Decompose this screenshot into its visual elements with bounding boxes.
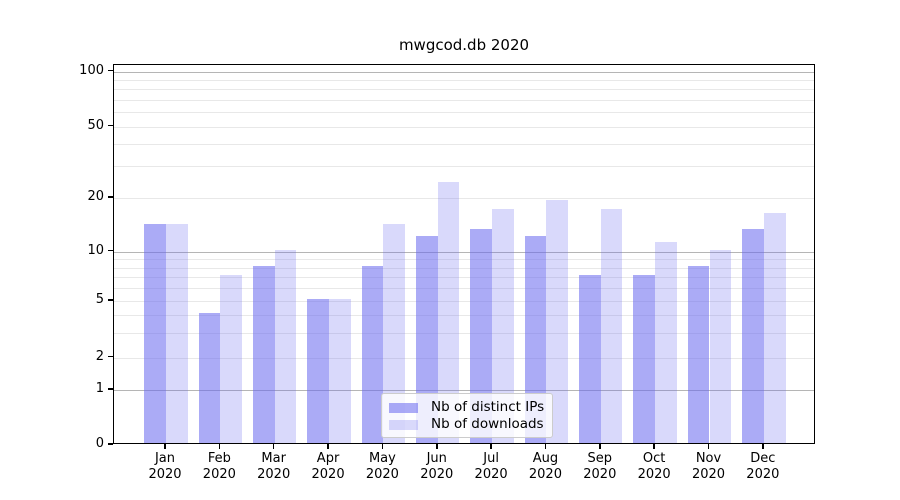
y-tick-label-100: 100	[79, 62, 104, 78]
gridline-major-1	[114, 390, 814, 391]
x-tick-label-oct: Oct 2020	[637, 451, 671, 482]
y-tick-label-5: 5	[95, 292, 104, 307]
y-tick-mark-50	[108, 124, 113, 127]
x-tick-label-jan: Jan 2020	[148, 451, 182, 482]
bar-distinct-ips-jan	[144, 223, 166, 443]
x-tick-label-dec: Dec 2020	[746, 451, 780, 482]
legend-label-downloads: Nb of downloads	[431, 416, 544, 432]
y-tick-mark-10	[108, 249, 113, 252]
chart-title: mwgcod.db 2020	[398, 36, 530, 54]
gridline-minor-5	[114, 301, 814, 302]
x-tick-mark-feb	[218, 444, 221, 449]
x-tick-mark-jan	[164, 444, 166, 449]
bar-downloads-apr	[329, 299, 351, 443]
bar-distinct-ips-sep	[579, 275, 601, 443]
bar-distinct-ips-jun	[416, 235, 438, 443]
legend-swatch-distinct-ips	[389, 402, 418, 413]
x-tick-mark-may	[381, 444, 384, 449]
gridline-major-10	[114, 251, 814, 253]
bar-downloads-dec	[763, 213, 786, 443]
gridline-minor-80	[114, 89, 814, 91]
legend-swatch-downloads	[389, 419, 418, 430]
y-tick-label-0: 0	[95, 436, 104, 451]
y-tick-label-10: 10	[87, 242, 104, 258]
bar-distinct-ips-aug	[524, 235, 547, 443]
bar-distinct-ips-feb	[198, 312, 221, 443]
gridline-minor-4	[114, 314, 814, 316]
bar-downloads-mar	[274, 249, 297, 443]
gridline-major-100	[114, 71, 814, 73]
x-tick-label-mar: Mar 2020	[257, 451, 291, 482]
x-tick-mark-mar	[272, 444, 275, 449]
bar-distinct-ips-jul	[470, 229, 493, 443]
y-tick-label-1: 1	[95, 381, 104, 396]
x-tick-mark-apr	[327, 444, 329, 449]
bar-downloads-jun	[437, 181, 460, 443]
y-tick-label-2: 2	[95, 348, 104, 364]
bar-downloads-jan	[166, 223, 188, 443]
plot-area: Nb of distinct IPs Nb of downloads	[113, 64, 815, 444]
bar-downloads-may	[383, 223, 406, 443]
x-tick-mark-jul	[490, 444, 492, 449]
y-tick-mark-20	[108, 196, 113, 198]
gridline-minor-3	[114, 332, 814, 334]
bar-distinct-ips-dec	[742, 229, 764, 443]
x-tick-label-jul: Jul 2020	[474, 451, 508, 482]
bar-distinct-ips-oct	[633, 275, 656, 443]
x-tick-label-apr: Apr 2020	[311, 451, 345, 482]
gridline-minor-70	[114, 99, 814, 101]
y-tick-mark-1	[108, 388, 113, 390]
gridline-minor-40	[114, 143, 814, 145]
gridline-minor-8	[114, 267, 814, 269]
y-tick-mark-2	[108, 355, 113, 358]
bar-downloads-sep	[600, 208, 623, 443]
x-tick-mark-dec	[762, 444, 764, 449]
gridline-minor-2	[114, 357, 814, 359]
x-tick-label-feb: Feb 2020	[202, 451, 236, 482]
x-tick-mark-sep	[599, 444, 601, 449]
bar-downloads-aug	[546, 199, 569, 443]
legend: Nb of distinct IPs Nb of downloads	[381, 393, 553, 438]
bar-distinct-ips-may	[361, 265, 384, 443]
bar-distinct-ips-mar	[253, 265, 275, 443]
legend-label-distinct-ips: Nb of distinct IPs	[431, 399, 545, 415]
gridline-minor-20	[114, 198, 814, 199]
y-tick-label-20: 20	[87, 189, 104, 204]
gridline-minor-60	[114, 112, 814, 114]
x-tick-mark-aug	[544, 444, 547, 449]
bar-distinct-ips-apr	[307, 299, 330, 443]
bar-downloads-nov	[709, 249, 732, 443]
gridline-minor-9	[114, 259, 814, 261]
gridline-minor-7	[114, 277, 814, 279]
legend-row-downloads: Nb of downloads	[388, 416, 546, 433]
bar-downloads-feb	[220, 275, 243, 443]
bar-downloads-jul	[492, 208, 514, 443]
x-tick-mark-jun	[436, 444, 438, 449]
x-tick-label-nov: Nov 2020	[691, 451, 726, 482]
y-tick-mark-100	[108, 69, 113, 72]
gridline-minor-6	[114, 288, 814, 290]
x-tick-label-jun: Jun 2020	[420, 451, 454, 482]
gridline-minor-30	[114, 166, 814, 168]
y-tick-label-50: 50	[87, 117, 104, 133]
x-tick-label-may: May 2020	[365, 451, 399, 482]
x-tick-mark-oct	[653, 444, 655, 449]
bar-downloads-oct	[655, 242, 677, 443]
x-tick-label-aug: Aug 2020	[528, 451, 562, 482]
x-tick-label-sep: Sep 2020	[583, 451, 617, 482]
y-tick-mark-0	[108, 443, 113, 445]
x-tick-mark-nov	[707, 444, 710, 449]
gridline-minor-90	[114, 80, 814, 82]
y-tick-mark-5	[108, 299, 113, 301]
legend-row-distinct-ips: Nb of distinct IPs	[388, 399, 546, 416]
gridline-minor-50	[114, 126, 814, 128]
bar-distinct-ips-nov	[687, 265, 710, 443]
